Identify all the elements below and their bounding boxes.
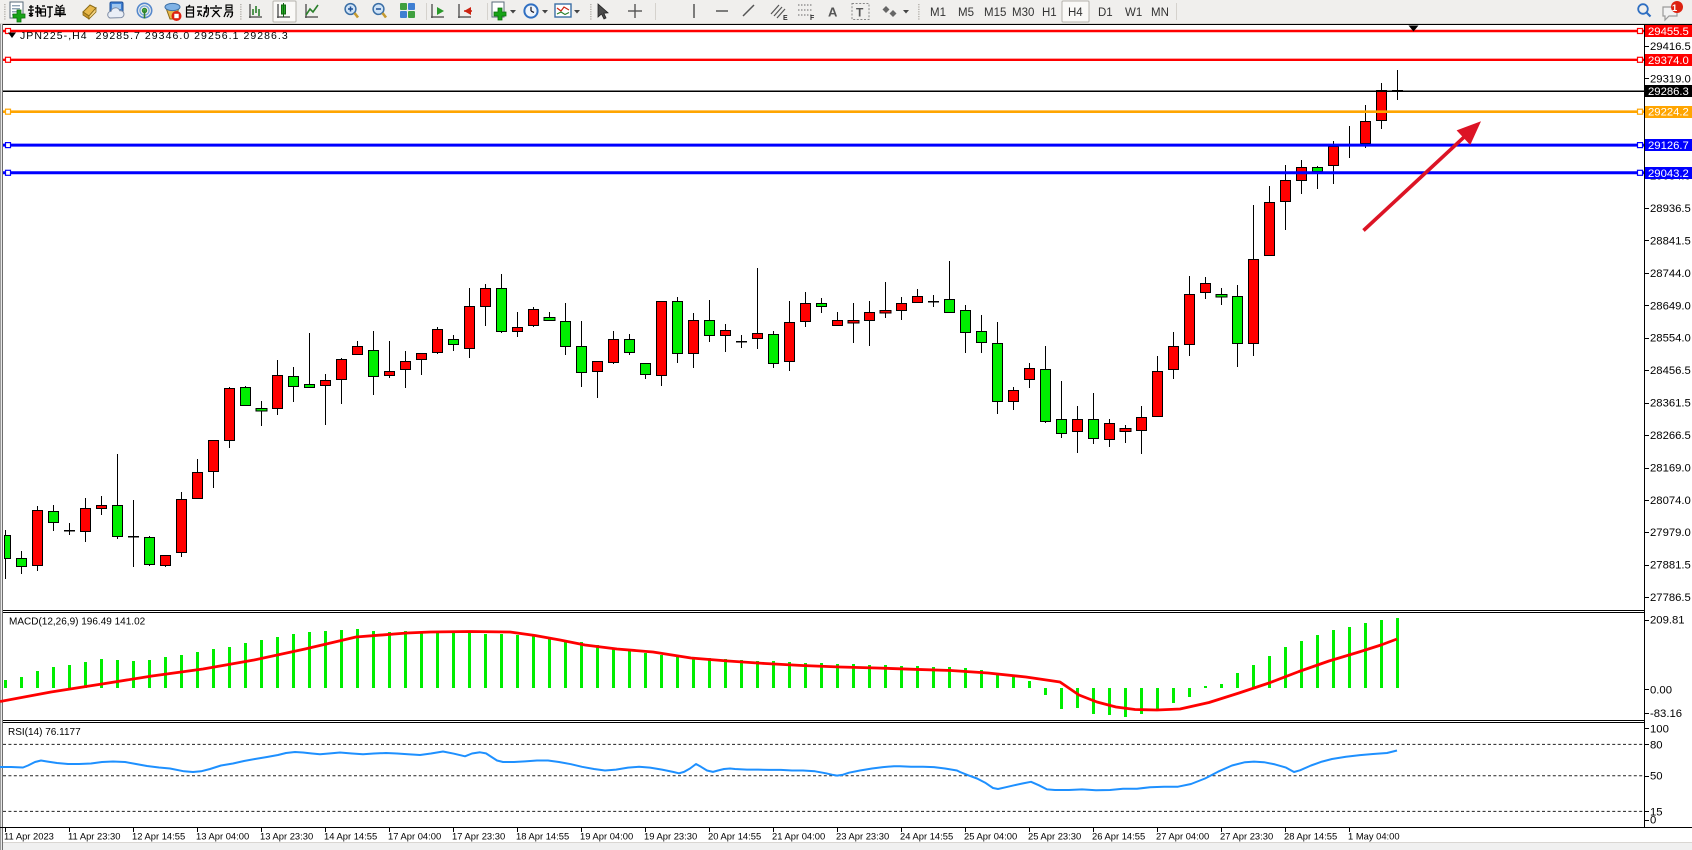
svg-text:E: E bbox=[783, 15, 788, 22]
svg-text:29126.7: 29126.7 bbox=[1648, 140, 1689, 152]
svg-text:28361.5: 28361.5 bbox=[1650, 398, 1691, 410]
svg-text:T: T bbox=[856, 6, 864, 20]
svg-text:28074.0: 28074.0 bbox=[1650, 495, 1691, 507]
svg-text:0.00: 0.00 bbox=[1650, 684, 1672, 696]
svg-text:50: 50 bbox=[1650, 771, 1663, 783]
svg-text:27979.0: 27979.0 bbox=[1650, 527, 1691, 539]
svg-text:D1: D1 bbox=[1098, 7, 1113, 19]
svg-text:19 Apr 04:00: 19 Apr 04:00 bbox=[580, 831, 633, 842]
svg-text:25 Apr 04:00: 25 Apr 04:00 bbox=[964, 831, 1017, 842]
svg-text:26 Apr 14:55: 26 Apr 14:55 bbox=[1092, 831, 1145, 842]
svg-text:A: A bbox=[828, 5, 838, 20]
svg-text:28456.5: 28456.5 bbox=[1650, 365, 1691, 377]
svg-text:MACD(12,26,9) 196.49 141.02: MACD(12,26,9) 196.49 141.02 bbox=[9, 617, 146, 628]
svg-text:19 Apr 23:30: 19 Apr 23:30 bbox=[644, 831, 697, 842]
svg-text:18 Apr 14:55: 18 Apr 14:55 bbox=[516, 831, 569, 842]
svg-text:29455.5: 29455.5 bbox=[1648, 26, 1689, 38]
svg-text:27 Apr 23:30: 27 Apr 23:30 bbox=[1220, 831, 1273, 842]
svg-text:13 Apr 23:30: 13 Apr 23:30 bbox=[260, 831, 313, 842]
svg-text:29286.3: 29286.3 bbox=[1648, 86, 1689, 98]
svg-text:M30: M30 bbox=[1012, 7, 1034, 19]
svg-text:29374.0: 29374.0 bbox=[1648, 55, 1689, 67]
svg-text:14 Apr 14:55: 14 Apr 14:55 bbox=[324, 831, 377, 842]
svg-text:F: F bbox=[810, 15, 815, 22]
svg-text:H4: H4 bbox=[1068, 7, 1083, 19]
svg-text:M1: M1 bbox=[930, 7, 946, 19]
svg-text:27 Apr 04:00: 27 Apr 04:00 bbox=[1156, 831, 1209, 842]
svg-text:1 May 04:00: 1 May 04:00 bbox=[1348, 831, 1400, 842]
svg-text:25 Apr 23:30: 25 Apr 23:30 bbox=[1028, 831, 1081, 842]
svg-text:28266.5: 28266.5 bbox=[1650, 430, 1691, 442]
svg-text:M5: M5 bbox=[958, 7, 974, 19]
svg-text:12 Apr 14:55: 12 Apr 14:55 bbox=[132, 831, 185, 842]
svg-text:23 Apr 23:30: 23 Apr 23:30 bbox=[836, 831, 889, 842]
svg-text:-83.16: -83.16 bbox=[1650, 708, 1682, 720]
svg-text:29224.2: 29224.2 bbox=[1648, 107, 1689, 119]
svg-text:1: 1 bbox=[1672, 3, 1678, 14]
svg-text:W1: W1 bbox=[1125, 7, 1142, 19]
svg-text:M15: M15 bbox=[984, 7, 1006, 19]
svg-text:29319.0: 29319.0 bbox=[1650, 73, 1691, 85]
svg-text:28744.0: 28744.0 bbox=[1650, 268, 1691, 280]
svg-text:28 Apr 14:55: 28 Apr 14:55 bbox=[1284, 831, 1337, 842]
svg-text:11 Apr 23:30: 11 Apr 23:30 bbox=[68, 831, 120, 842]
svg-text:21 Apr 04:00: 21 Apr 04:00 bbox=[772, 831, 825, 842]
svg-text:17 Apr 04:00: 17 Apr 04:00 bbox=[388, 831, 441, 842]
svg-text:27786.5: 27786.5 bbox=[1650, 592, 1691, 604]
svg-text:28169.0: 28169.0 bbox=[1650, 462, 1691, 474]
svg-text:11 Apr 2023: 11 Apr 2023 bbox=[4, 831, 54, 842]
svg-text:20 Apr 14:55: 20 Apr 14:55 bbox=[708, 831, 761, 842]
svg-text:27881.5: 27881.5 bbox=[1650, 560, 1691, 572]
svg-text:29043.2: 29043.2 bbox=[1648, 168, 1689, 180]
svg-text:209.81: 209.81 bbox=[1650, 614, 1685, 626]
svg-text:15: 15 bbox=[1650, 806, 1663, 818]
svg-text:13 Apr 04:00: 13 Apr 04:00 bbox=[196, 831, 249, 842]
svg-text:28649.0: 28649.0 bbox=[1650, 300, 1691, 312]
svg-text:RSI(14) 76.1177: RSI(14) 76.1177 bbox=[8, 727, 81, 738]
svg-text:17 Apr 23:30: 17 Apr 23:30 bbox=[452, 831, 505, 842]
svg-text:24 Apr 14:55: 24 Apr 14:55 bbox=[900, 831, 953, 842]
svg-text:0: 0 bbox=[1650, 814, 1656, 826]
svg-text:28841.5: 28841.5 bbox=[1650, 235, 1691, 247]
svg-text:H1: H1 bbox=[1042, 7, 1057, 19]
svg-text:28936.5: 28936.5 bbox=[1650, 203, 1691, 215]
svg-text:29416.5: 29416.5 bbox=[1650, 41, 1691, 53]
svg-text:100: 100 bbox=[1650, 723, 1669, 735]
svg-text:28554.0: 28554.0 bbox=[1650, 333, 1691, 345]
svg-text:80: 80 bbox=[1650, 739, 1663, 751]
svg-text:MN: MN bbox=[1151, 7, 1169, 19]
svg-text:JPN225-,H4 29285.7 29346.0 29: JPN225-,H4 29285.7 29346.0 29256.1 29286… bbox=[20, 30, 289, 42]
